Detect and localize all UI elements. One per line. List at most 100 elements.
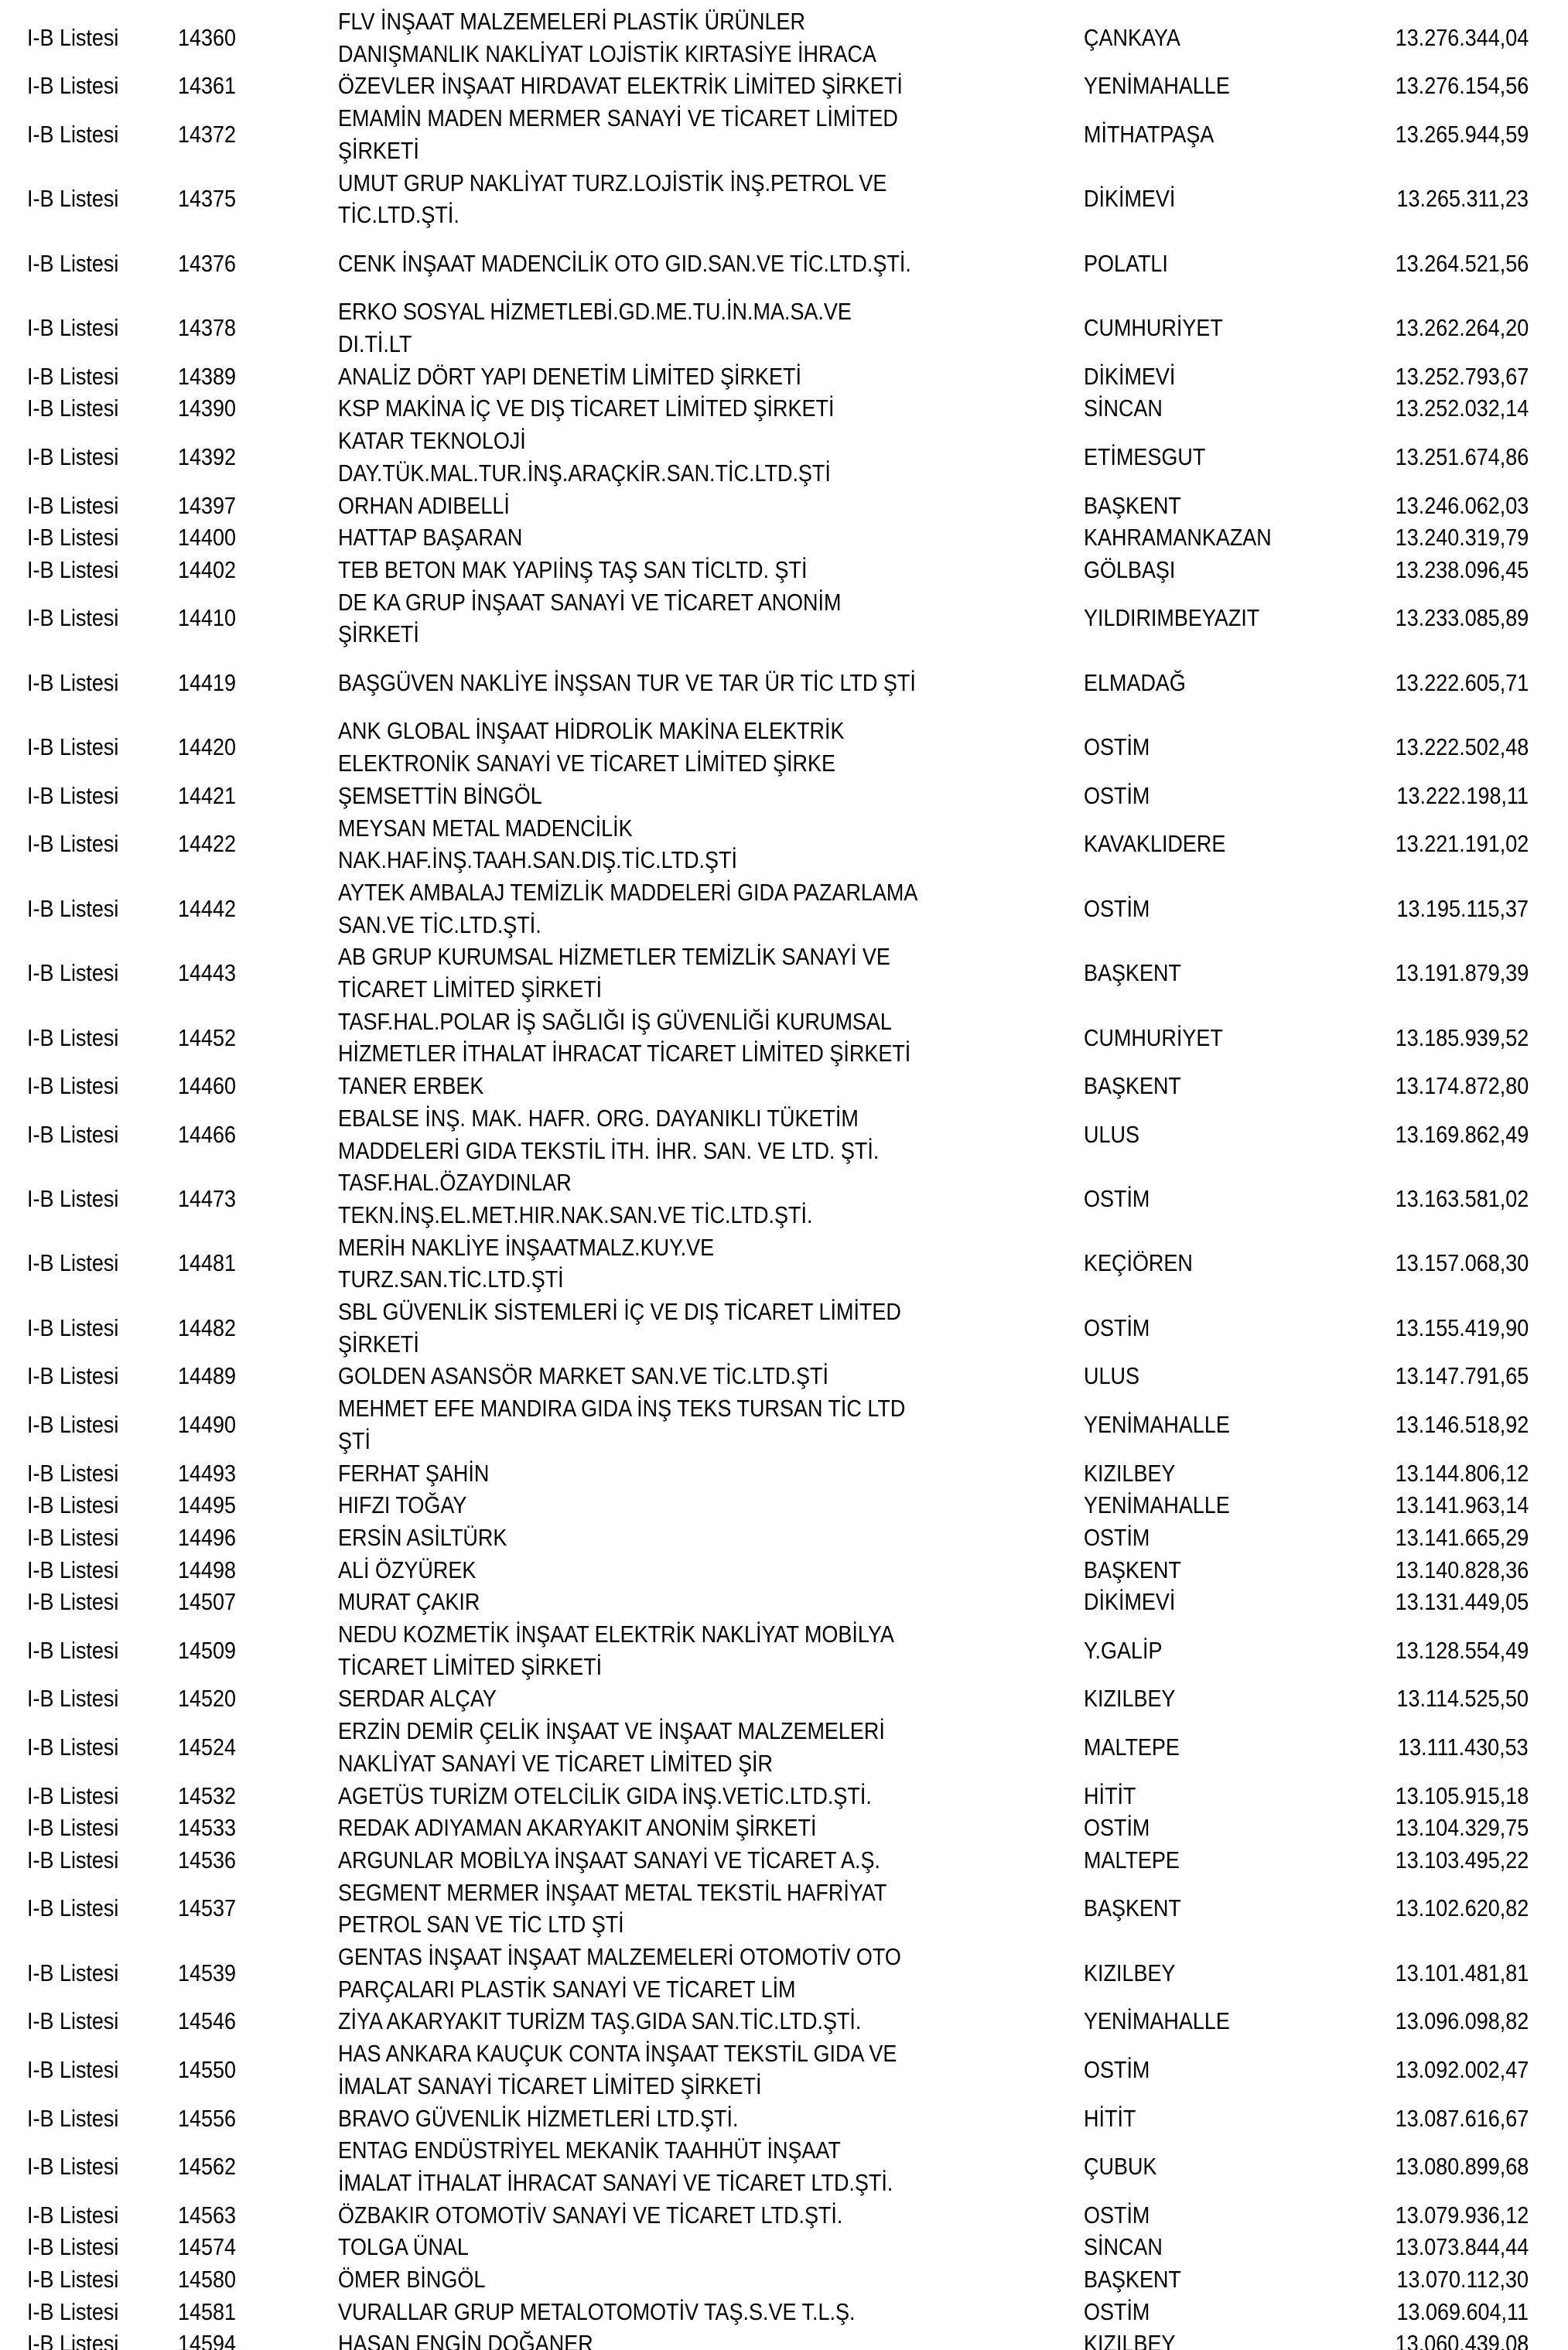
amount-cell-text: 13.101.481,81 <box>1395 1959 1529 1986</box>
company-name-cell: BAŞGÜVEN NAKLİYE İNŞSAN TUR VE TAR ÜR Tİ… <box>338 651 1002 715</box>
company-name-cell: DE KA GRUP İNŞAAT SANAYİ VE TİCARET ANON… <box>338 586 917 651</box>
company-name-cell: ORHAN ADIBELLİ <box>338 490 535 522</box>
table-row: I-B Listesi 14546 ZİYA AKARYAKIT TURİZM TA… <box>0 2005 1568 2037</box>
district-cell: BAŞKENT <box>1084 490 1196 522</box>
list-cell: I-B Listesi <box>27 1166 132 1231</box>
amount-cell-text: 13.252.793,67 <box>1395 362 1529 390</box>
number-cell-text: 14390 <box>178 395 237 422</box>
company-name-cell-text: ANALİZ DÖRT YAPI DENETİM LİMİTED ŞİRKETİ <box>338 362 801 390</box>
amount-cell-text: 13.128.554,49 <box>1395 1636 1529 1664</box>
district-cell: MALTEPE <box>1084 1844 1194 1877</box>
number-cell-text: 14520 <box>178 1685 237 1713</box>
amount-cell-text: 13.238.096,45 <box>1395 555 1529 583</box>
district-cell-text: BAŞKENT <box>1084 959 1181 987</box>
company-name-cell: BRAVO GÜVENLİK HİZMETLERİ LTD.ŞTİ. <box>338 2102 798 2135</box>
number-cell: 14498 <box>178 1554 244 1587</box>
number-cell: 14532 <box>178 1780 244 1812</box>
district-cell: ETİMESGUT <box>1084 425 1224 489</box>
district-cell-text: SİNCAN <box>1084 2233 1163 2261</box>
company-name-cell-text: ÖMER BİNGÖL <box>338 2266 486 2293</box>
district-cell: BAŞKENT <box>1084 1554 1196 1587</box>
company-name-cell-text: TASF.HAL.POLAR İŞ SAĞLIĞI İŞ GÜVENLİĞİ K… <box>338 1007 892 1035</box>
district-cell-text: ELMADAĞ <box>1084 668 1186 696</box>
number-cell-text: 14421 <box>178 781 237 809</box>
district-cell-text: OSTİM <box>1084 1814 1150 1842</box>
amount-cell: 13.060.439,08 <box>1375 2328 1529 2350</box>
number-cell: 14361 <box>178 70 244 102</box>
list-cell: I-B Listesi <box>27 812 132 876</box>
amount-cell-text: 13.103.495,22 <box>1395 1846 1529 1874</box>
table-row: I-B Listesi 14580 ÖMER BİNGÖL BAŞKENT 13.070… <box>0 2263 1568 2296</box>
district-cell: OSTİM <box>1084 715 1160 779</box>
district-cell-text: ETİMESGUT <box>1084 442 1206 470</box>
number-cell: 14481 <box>178 1231 244 1296</box>
number-cell-text: 14375 <box>178 185 237 213</box>
company-name-cell: ERZİN DEMİR ÇELİK İNŞAAT VE İNŞAAT MALZE… <box>338 1715 967 1779</box>
list-cell: I-B Listesi <box>27 1296 132 1360</box>
company-name-cell: ÖMER BİNGÖL <box>338 2263 507 2296</box>
amount-cell: 13.070.112,30 <box>1377 2263 1529 2296</box>
amount-cell-text: 13.221.191,02 <box>1395 830 1529 858</box>
list-cell: I-B Listesi <box>27 586 132 651</box>
list-cell: I-B Listesi <box>27 1522 132 1554</box>
list-cell-text: I-B Listesi <box>27 1185 119 1213</box>
company-name-cell-text: MEYSAN METAL MADENCİLİK <box>338 814 633 842</box>
amount-cell: 13.157.068,30 <box>1375 1231 1529 1296</box>
amount-cell: 13.141.665,29 <box>1375 1522 1529 1554</box>
district-cell: KEÇİÖREN <box>1084 1231 1209 1296</box>
amount-cell: 13.195.115,37 <box>1377 876 1529 941</box>
district-cell-text: ÇANKAYA <box>1084 23 1180 51</box>
company-name-cell-text: GENTAS İNŞAAT İNŞAAT MALZEMELERİ OTOMOTİ… <box>338 1943 901 1970</box>
district-cell: POLATLI <box>1084 231 1180 295</box>
list-cell-text: I-B Listesi <box>27 1894 119 1922</box>
company-name-cell: FERHAT ŞAHİN <box>338 1457 512 1490</box>
list-cell-text: I-B Listesi <box>27 185 119 213</box>
list-cell: I-B Listesi <box>27 1457 132 1490</box>
number-cell: 14563 <box>178 2199 244 2232</box>
list-cell: I-B Listesi <box>27 521 132 554</box>
list-cell-text: I-B Listesi <box>27 1523 119 1551</box>
number-cell-text: 14594 <box>178 2330 237 2350</box>
district-cell: DİKİMEVİ <box>1084 1586 1189 1618</box>
amount-cell: 13.111.430,53 <box>1378 1715 1529 1779</box>
list-cell: I-B Listesi <box>27 2134 132 2198</box>
table-row: I-B Listesi 14594 HASAN ENGİN DOĞANER KIZIL… <box>0 2328 1568 2350</box>
company-name-cell-text: TİC.LTD.ŞTİ. <box>338 201 459 229</box>
amount-cell: 13.265.944,59 <box>1375 102 1529 166</box>
company-name-cell-text: UMUT GRUP NAKLİYAT TURZ.LOJİSTİK İNŞ.PET… <box>338 169 887 196</box>
number-cell: 14376 <box>178 231 244 295</box>
district-cell: OSTİM <box>1084 876 1160 941</box>
list-cell-text: I-B Listesi <box>27 249 119 277</box>
company-name-cell-text: PARÇALARI PLASTİK SANAYİ VE TİCARET LİM <box>338 1975 796 2003</box>
number-cell-text: 14489 <box>178 1362 237 1390</box>
amount-cell: 13.144.806,12 <box>1375 1457 1529 1490</box>
district-cell-text: HİTİT <box>1084 2104 1136 2132</box>
amount-cell-text: 13.163.581,02 <box>1395 1185 1529 1213</box>
company-name-cell-text: HASAN ENGİN DOĞANER <box>338 2330 593 2350</box>
district-cell: ELMADAĞ <box>1084 651 1201 715</box>
company-name-cell: MURAT ÇAKIR <box>338 1586 501 1618</box>
amount-cell: 13.131.449,05 <box>1375 1586 1529 1618</box>
list-cell: I-B Listesi <box>27 2263 132 2296</box>
number-cell-text: 14574 <box>178 2233 237 2261</box>
district-cell-text: KIZILBEY <box>1084 2330 1176 2350</box>
amount-cell-text: 13.276.154,56 <box>1395 72 1529 100</box>
number-cell: 14507 <box>178 1586 244 1618</box>
district-cell-text: GÖLBAŞI <box>1084 555 1176 583</box>
company-name-cell: ÖZEVLER İNŞAAT HIRDAVAT ELEKTRİK LİMİTED… <box>338 70 987 102</box>
list-cell-text: I-B Listesi <box>27 23 119 51</box>
company-name-cell: REDAK ADIYAMAN AKARYAKIT ANONİM ŞİRKETİ <box>338 1812 888 1844</box>
list-cell: I-B Listesi <box>27 2037 132 2102</box>
list-cell: I-B Listesi <box>27 1715 132 1779</box>
company-name-cell: KSP MAKİNA İÇ VE DIŞ TİCARET LİMİTED ŞİR… <box>338 392 908 425</box>
amount-cell-text: 13.087.616,67 <box>1395 2104 1529 2132</box>
company-name-cell-text: DAY.TÜK.MAL.TUR.İNŞ.ARAÇKİR.SAN.TİC.LTD.… <box>338 459 831 487</box>
number-cell-text: 14581 <box>178 2297 237 2325</box>
list-cell: I-B Listesi <box>27 1586 132 1618</box>
company-name-cell: EBALSE İNŞ. MAK. HAFR. ORG. DAYANIKLI TÜ… <box>338 1102 960 1166</box>
company-name-cell: TASF.HAL.ÖZAYDINLAR TEKN.İNŞ.EL.MET.HIR.N… <box>338 1166 883 1231</box>
amount-cell: 13.080.899,68 <box>1375 2134 1529 2198</box>
list-cell: I-B Listesi <box>27 651 132 715</box>
number-cell-text: 14550 <box>178 2055 237 2083</box>
company-name-cell-text: ŞİRKETİ <box>338 1330 419 1358</box>
